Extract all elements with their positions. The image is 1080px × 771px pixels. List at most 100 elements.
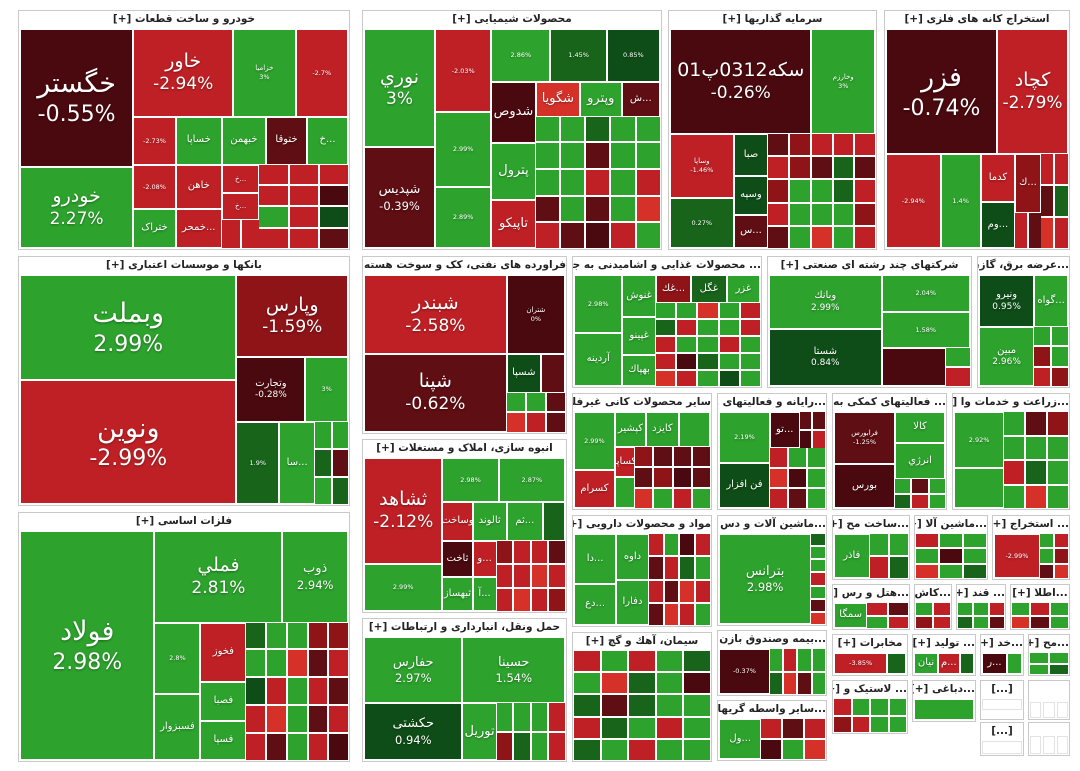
- tile-cell[interactable]: [514, 564, 530, 587]
- tile-unnamed[interactable]: 2.92%: [954, 412, 1005, 468]
- tile-...خ[interactable]: ...خ: [307, 116, 348, 165]
- tile-فسپا[interactable]: فسپا: [200, 721, 247, 760]
- tile-...سا[interactable]: ...سا: [279, 421, 316, 504]
- tile-cell[interactable]: [1030, 701, 1042, 718]
- tile-cell[interactable]: [769, 448, 787, 467]
- tile-cell[interactable]: [940, 549, 962, 563]
- tile-unnamed[interactable]: [881, 348, 946, 386]
- tile-cell[interactable]: [506, 413, 525, 432]
- tile-cell[interactable]: [680, 534, 695, 556]
- tile-cell[interactable]: [799, 412, 812, 430]
- tile-آردینه[interactable]: آردینه: [574, 332, 623, 386]
- tile-cell[interactable]: [308, 706, 328, 733]
- tile-cell[interactable]: [867, 603, 887, 615]
- tile-cell[interactable]: [696, 557, 710, 579]
- tile-شپنا[interactable]: شپنا -0.62%: [364, 353, 507, 432]
- tile-cell[interactable]: [811, 180, 832, 202]
- tile-cell[interactable]: [531, 564, 548, 587]
- tile-cell[interactable]: [974, 616, 988, 628]
- sector-header-real-estate[interactable]: انبوه سازی، املاک و مستغلات [+]: [376, 442, 553, 454]
- tile-unnamed[interactable]: 2.8%: [154, 622, 201, 694]
- tile-cell[interactable]: [1043, 736, 1055, 754]
- sector-header-fabricated-metal[interactable]: ...ساخت مح [+]: [833, 518, 909, 530]
- tile-...خمحر[interactable]: ...خمحر: [175, 208, 222, 248]
- tile-cell[interactable]: [1030, 736, 1042, 754]
- sector-header-empty-1[interactable]: [...]: [991, 683, 1013, 695]
- tile-cell[interactable]: [1039, 549, 1053, 563]
- tile-cell[interactable]: [719, 336, 739, 352]
- tile-cell[interactable]: [768, 157, 789, 179]
- tile-cell[interactable]: [807, 489, 825, 508]
- tile-cell[interactable]: [790, 203, 810, 225]
- tile-cell[interactable]: [319, 164, 348, 185]
- tile-cell[interactable]: [635, 446, 653, 466]
- tile-unnamed[interactable]: 1.9%: [236, 421, 280, 504]
- tile-...تو[interactable]: ...تو: [769, 412, 800, 449]
- tile-unnamed[interactable]: 2.86%: [491, 29, 551, 82]
- sector-header-tanning[interactable]: ...دباغی [+]: [913, 683, 975, 695]
- tile-داوه[interactable]: داوه: [616, 534, 649, 580]
- tile-cell[interactable]: [677, 319, 697, 335]
- tile-cell[interactable]: [496, 703, 513, 731]
- tile-cell[interactable]: [740, 319, 760, 335]
- tile-cell[interactable]: [768, 134, 789, 156]
- tile-نیان[interactable]: نیان: [914, 653, 938, 674]
- tile-cell[interactable]: [698, 319, 718, 335]
- tile-cell[interactable]: [798, 649, 811, 671]
- tile-cell[interactable]: [958, 603, 972, 615]
- tile-cell[interactable]: [964, 534, 986, 548]
- tile-unnamed[interactable]: [1006, 653, 1022, 674]
- tile-cell[interactable]: [680, 580, 695, 602]
- tile-cell[interactable]: [655, 353, 676, 369]
- tile-cell[interactable]: [601, 673, 628, 694]
- tile-cell[interactable]: [526, 392, 545, 412]
- tile-cell[interactable]: [531, 732, 548, 760]
- tile-cell[interactable]: [664, 557, 679, 579]
- tile-cell[interactable]: [648, 580, 663, 602]
- tile-cell[interactable]: [601, 695, 628, 716]
- tile-unnamed[interactable]: 2.04%: [881, 275, 970, 312]
- tile-cell[interactable]: [812, 672, 825, 694]
- tile-cell[interactable]: [833, 134, 854, 156]
- tile-cell[interactable]: [308, 650, 328, 677]
- tile-cell[interactable]: [636, 169, 660, 195]
- tile-cell[interactable]: [799, 431, 812, 449]
- tile-cell[interactable]: [246, 734, 266, 760]
- sector-header-agriculture[interactable]: ...زراعت و خدمات وا [+]: [953, 396, 1069, 408]
- tile-cell[interactable]: [805, 740, 825, 759]
- tile-cell[interactable]: [833, 157, 854, 179]
- tile-cell[interactable]: [673, 488, 691, 508]
- tile-cell[interactable]: [852, 716, 869, 732]
- tile-cell[interactable]: [696, 603, 710, 625]
- tile-cell[interactable]: [698, 353, 718, 369]
- tile-cell[interactable]: [259, 228, 288, 248]
- tile-cell[interactable]: [1004, 461, 1025, 484]
- tile-cell[interactable]: [514, 540, 530, 563]
- tile-cell[interactable]: [648, 557, 663, 579]
- tile-cell[interactable]: [719, 370, 739, 386]
- tile-unnamed[interactable]: 0.85%: [606, 29, 660, 82]
- tile-cell[interactable]: [574, 717, 600, 738]
- tile-cell[interactable]: [636, 223, 660, 248]
- tile-cell[interactable]: [267, 678, 286, 705]
- tile-cell[interactable]: [768, 226, 789, 248]
- tile-cell[interactable]: [784, 649, 797, 671]
- tile-ثبهساز[interactable]: ثبهساز: [442, 577, 473, 611]
- tile-cell[interactable]: [889, 557, 908, 578]
- tile-cell[interactable]: [267, 706, 286, 733]
- sector-header-hotels[interactable]: ...هتل و رس [+]: [833, 587, 909, 599]
- tile-cell[interactable]: [852, 699, 869, 715]
- tile-cell[interactable]: [945, 348, 970, 367]
- tile-cell[interactable]: [287, 678, 307, 705]
- tile-cell[interactable]: [698, 336, 718, 352]
- tile-cell[interactable]: [246, 678, 266, 705]
- tile-cell[interactable]: [916, 549, 938, 563]
- tile-...خ[interactable]: ...خ: [221, 164, 260, 194]
- tile-cell[interactable]: [680, 603, 695, 625]
- tile-cell[interactable]: [805, 719, 825, 738]
- tile-...ر[interactable]: ...ر: [982, 653, 1007, 674]
- tile-cell[interactable]: [990, 603, 1004, 615]
- sector-header-oil-products[interactable]: فراورده های نفتی، کک و سوخت هسته ای [+]: [363, 259, 566, 271]
- tile-ونوین[interactable]: ونوین -2.99%: [20, 380, 237, 504]
- tile-کالا[interactable]: کالا: [895, 412, 945, 443]
